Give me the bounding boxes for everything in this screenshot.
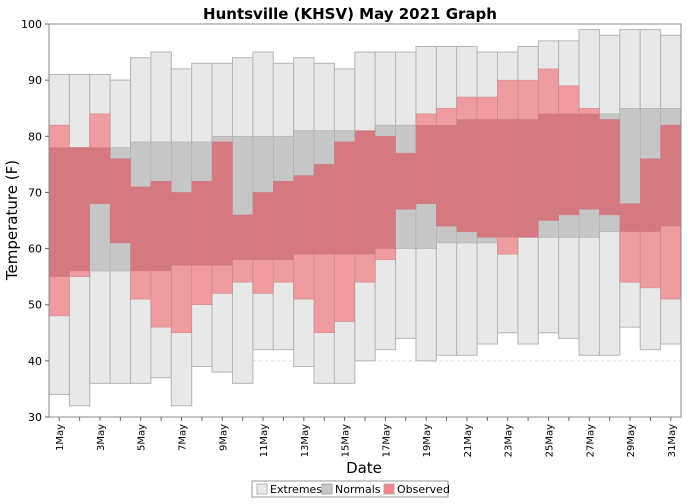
- overlap-bar: [456, 119, 478, 232]
- x-tick-label: 13May: [300, 424, 311, 457]
- overlap-bar: [497, 119, 518, 238]
- y-tick-label: 60: [28, 243, 42, 256]
- overlap-bar: [640, 158, 661, 232]
- overlap-bar: [171, 192, 192, 266]
- chart-title: Huntsville (KHSV) May 2021 Graph: [203, 5, 497, 23]
- x-tick-label: 3May: [96, 424, 107, 451]
- y-axis-label: Temperature (F): [3, 160, 21, 281]
- x-tick-label: 11May: [259, 424, 270, 457]
- x-tick-label: 31May: [667, 424, 678, 457]
- overlap-bar: [150, 181, 172, 272]
- legend-swatch-extremes: [256, 483, 268, 495]
- legend: Extremes Normals Observed: [251, 480, 450, 498]
- overlap-bar: [232, 214, 253, 260]
- overlap-bar: [191, 181, 213, 266]
- overlap-bar: [293, 175, 315, 255]
- y-tick-label: 40: [28, 355, 42, 368]
- legend-label-extremes: Extremes: [270, 483, 322, 496]
- overlap-bar: [660, 125, 681, 227]
- x-tick-label: 9May: [218, 424, 229, 451]
- x-tick-label: 19May: [422, 424, 433, 457]
- y-tick-label: 100: [21, 18, 42, 31]
- x-tick-label: 17May: [381, 424, 392, 457]
- x-tick-label: 23May: [504, 424, 515, 457]
- overlap-bar: [110, 158, 131, 243]
- y-tick-label: 50: [28, 299, 42, 312]
- legend-label-observed: Observed: [397, 483, 450, 496]
- overlap-bar: [619, 203, 641, 232]
- overlap-bar: [212, 141, 233, 266]
- x-tick-label: 27May: [585, 424, 596, 457]
- y-tick-label: 90: [28, 74, 42, 87]
- overlap-bar: [415, 125, 437, 204]
- legend-frame: [251, 480, 449, 498]
- overlap-bar: [354, 130, 376, 255]
- overlap-bar: [252, 192, 274, 260]
- overlap-bar: [314, 164, 335, 255]
- overlap-bar: [130, 186, 151, 272]
- overlap-bar: [517, 119, 539, 238]
- overlap-bar: [436, 125, 457, 227]
- overlap-bar: [599, 119, 620, 215]
- overlap-bar: [89, 147, 111, 204]
- overlap-bar: [579, 113, 600, 210]
- y-tick-label: 30: [28, 411, 42, 424]
- x-tick-label: 25May: [544, 424, 555, 457]
- overlap-bar: [558, 113, 580, 215]
- overlap-bar: [69, 147, 90, 272]
- x-tick-label: 1May: [55, 424, 66, 451]
- overlap-bar: [334, 141, 355, 255]
- overlap-bar: [273, 181, 294, 260]
- legend-label-normals: Normals: [335, 483, 381, 496]
- legend-swatch-observed: [383, 483, 395, 495]
- x-tick-label: 15May: [341, 424, 352, 457]
- overlap-bar: [49, 147, 70, 277]
- overlap-bar: [477, 119, 498, 238]
- x-tick-label: 7May: [178, 424, 189, 451]
- overlap-bar: [375, 136, 396, 249]
- y-tick-label: 70: [28, 186, 42, 199]
- x-tick-label: 29May: [626, 424, 637, 457]
- y-tick-label: 80: [28, 130, 42, 143]
- x-axis: 1May 3May 5May 7May 9May 11May 13May 15May 17May…: [55, 417, 678, 457]
- y-axis: 30 40 50 60 70 80 90 100: [21, 18, 49, 424]
- x-axis-label: Date: [346, 459, 382, 477]
- legend-swatch-normals: [321, 483, 333, 495]
- overlap-bar: [395, 153, 416, 210]
- overlap-bar: [538, 113, 559, 221]
- x-tick-label: 21May: [463, 424, 474, 457]
- observed-normals-overlap: [49, 113, 681, 277]
- x-tick-label: 5May: [137, 424, 148, 451]
